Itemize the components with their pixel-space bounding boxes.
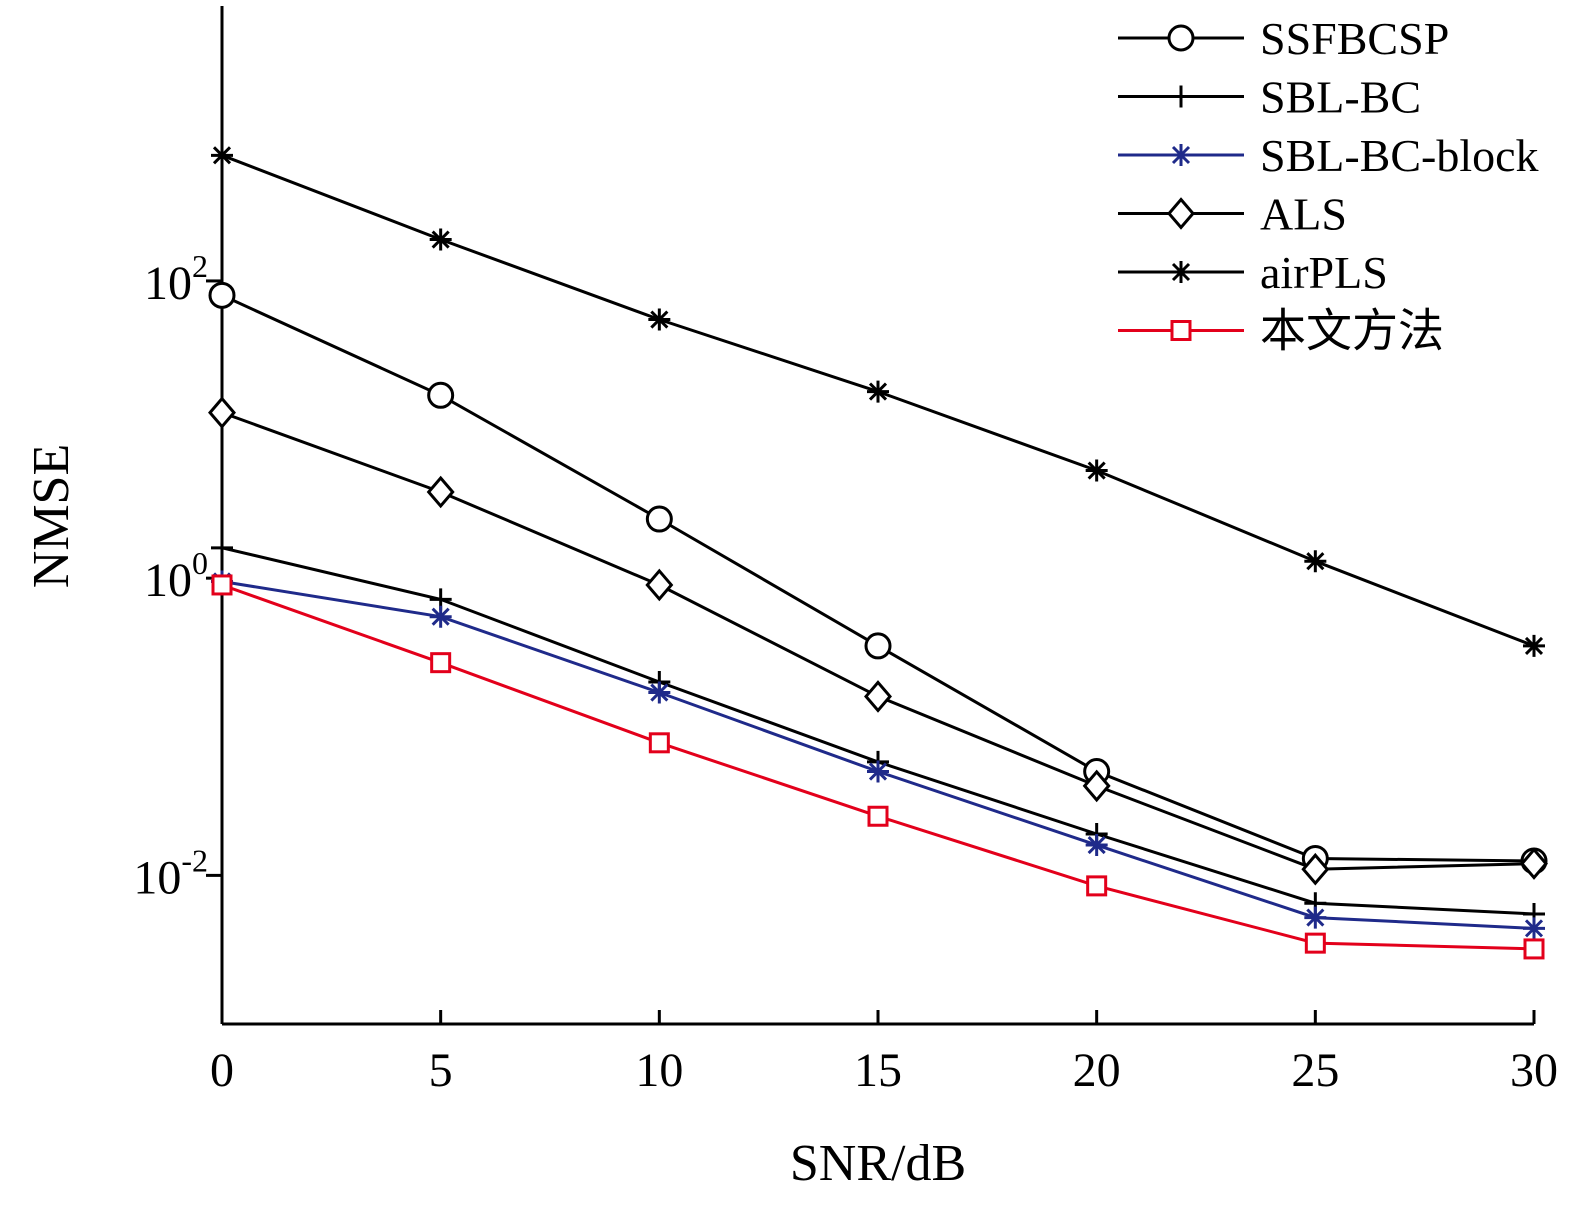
data-point-s5-1 [430,652,452,674]
series-markers [208,144,1548,960]
x-tick-label: 0 [210,1044,234,1097]
legend-marker [1167,24,1195,52]
data-point-s2-2 [648,681,671,704]
data-point-s0-3 [864,632,892,660]
data-point-s2-3 [867,760,889,783]
data-point-s4-0 [211,144,233,167]
data-point-s5-5 [1304,932,1326,954]
data-point-s2-4 [1085,834,1108,857]
data-point-s3-6 [1520,847,1548,880]
x-tick-label: 20 [1073,1044,1121,1097]
y-tick-base: 10 [144,554,192,607]
legend-item-0: SSFBCSP [1118,13,1449,64]
legend-label: SSFBCSP [1260,13,1449,64]
x-tick-label: 10 [635,1044,683,1097]
data-point-s4-4 [1085,459,1108,482]
data-point-s2-5 [1304,906,1327,929]
y-tick-label: 102 [144,248,208,310]
data-point-s1-0 [211,536,233,559]
y-tick-base: 10 [144,257,192,310]
y-tick-exponent: 0 [192,545,208,581]
data-point-s0-0 [208,281,236,309]
y-tick-label: 100 [144,545,208,607]
legend-marker [1170,85,1192,108]
legend-item-4: airPLS [1118,247,1388,298]
y-tick-exponent: 2 [192,248,208,284]
data-point-s5-0 [211,574,233,596]
legend-label: SBL-BC [1260,72,1421,123]
data-point-s4-2 [648,308,671,331]
data-point-s4-3 [867,380,889,403]
x-tick-label: 5 [429,1044,453,1097]
x-axis-label: SNR/dB [790,1135,966,1192]
legend-label: SBL-BC-block [1260,130,1539,181]
data-point-s3-3 [864,680,892,713]
data-point-s3-5 [1301,852,1330,886]
data-point-s4-1 [429,228,452,251]
data-point-s3-2 [645,568,674,602]
data-point-s3-4 [1082,769,1111,803]
data-point-s5-3 [867,805,889,827]
legend-marker [1167,197,1195,230]
data-point-s4-6 [1523,634,1545,657]
legend-marker [1170,320,1192,341]
x-tick-label: 25 [1291,1044,1339,1097]
legend-item-5: 本文方法 [1118,306,1444,357]
legend-item-1: SBL-BC [1118,72,1421,123]
data-point-s5-4 [1086,875,1108,897]
data-point-s3-1 [426,475,455,509]
legend: SSFBCSP SBL-BC SBL-BC-block ALS airPLS 本文方法 [1118,13,1539,357]
data-point-s0-2 [645,505,673,533]
legend-marker [1170,261,1192,283]
x-tick-label: 15 [854,1044,902,1097]
data-point-s3-0 [208,396,236,429]
legend-label: ALS [1260,189,1347,240]
data-point-s2-6 [1523,917,1545,940]
x-tick-label: 30 [1510,1044,1558,1097]
data-point-s5-2 [648,732,670,754]
y-tick-label: 10-2 [133,842,208,904]
y-tick-exponent: -2 [181,842,208,878]
y-axis-label: NMSE [23,444,80,588]
data-point-s2-1 [429,605,452,628]
legend-item-2: SBL-BC-block [1118,130,1539,181]
data-point-s0-1 [427,381,455,409]
legend-item-3: ALS [1118,189,1347,240]
legend-marker [1170,144,1192,166]
legend-label: airPLS [1260,247,1388,298]
y-tick-base: 10 [133,851,181,904]
legend-label: 本文方法 [1260,306,1444,357]
data-point-s5-6 [1523,938,1545,960]
data-point-s4-5 [1304,550,1327,573]
